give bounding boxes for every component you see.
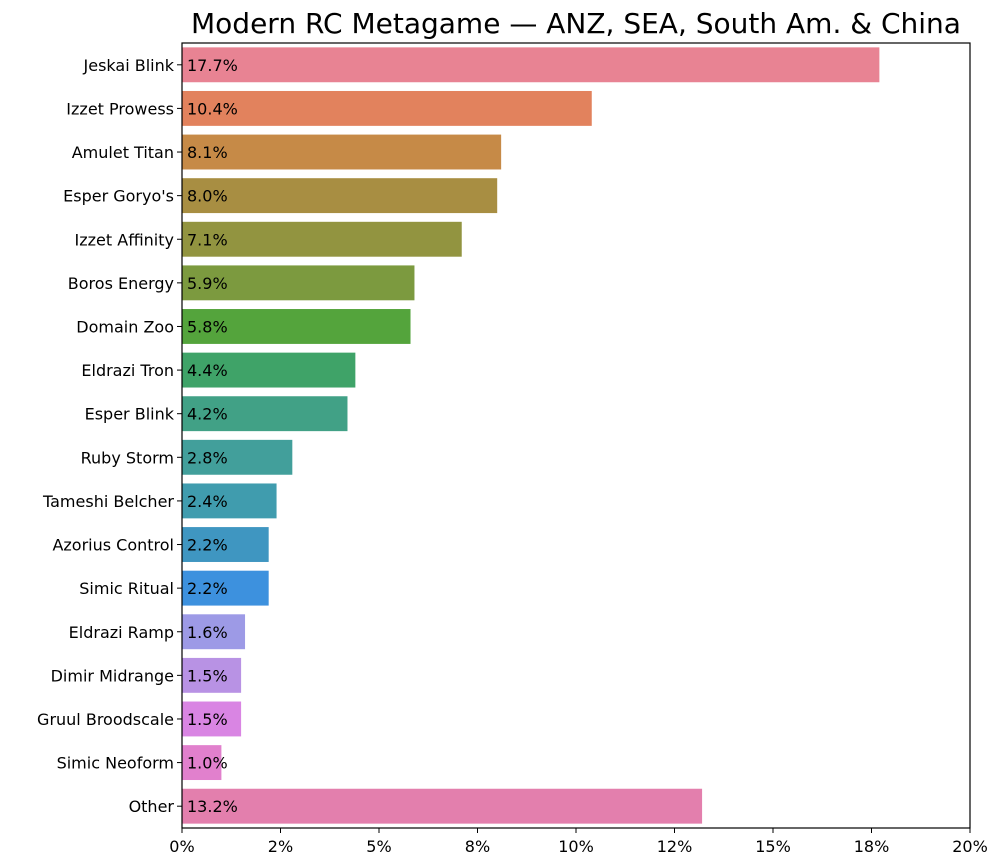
data-label-simic-ritual: 2.2% [187, 579, 228, 598]
category-label-izzet-prowess: Izzet Prowess [66, 99, 174, 118]
bar-eldrazi-ramp [182, 614, 246, 650]
chart-title: Modern RC Metagame — ANZ, SEA, South Am.… [191, 7, 961, 40]
category-label-eldrazi-ramp: Eldrazi Ramp [69, 623, 174, 642]
data-label-eldrazi-ramp: 1.6% [187, 623, 228, 642]
data-label-other: 13.2% [187, 797, 238, 816]
bar-other [182, 788, 703, 824]
data-label-dimir-midrange: 1.5% [187, 666, 228, 685]
category-label-esper-blink: Esper Blink [85, 405, 175, 424]
bar-boros-energy [182, 265, 415, 301]
category-label-simic-ritual: Simic Ritual [79, 579, 174, 598]
bars-group [182, 47, 880, 824]
x-tick-label-2: 5% [366, 837, 391, 856]
bar-simic-neoform [182, 745, 222, 781]
x-ticks-group: 0% 2% 5% 8% 10% 12% 15% 18% 20% [169, 828, 988, 856]
category-label-esper-goryo-s: Esper Goryo's [63, 187, 174, 206]
x-tick-label-5: 12% [657, 837, 693, 856]
x-tick-label-8: 20% [952, 837, 988, 856]
data-label-jeskai-blink: 17.7% [187, 56, 238, 75]
x-tick-label-1: 2% [268, 837, 293, 856]
x-tick-label-7: 18% [854, 837, 890, 856]
bar-eldrazi-tron [182, 352, 356, 388]
bar-simic-ritual [182, 570, 269, 606]
data-label-domain-zoo: 5.8% [187, 317, 228, 336]
data-label-amulet-titan: 8.1% [187, 143, 228, 162]
x-tick-label-6: 15% [755, 837, 791, 856]
x-tick-label-4: 10% [558, 837, 594, 856]
data-label-izzet-affinity: 7.1% [187, 230, 228, 249]
data-label-esper-blink: 4.2% [187, 405, 228, 424]
bar-dimir-midrange [182, 657, 242, 693]
x-tick-label-3: 8% [465, 837, 490, 856]
category-label-amulet-titan: Amulet Titan [72, 143, 174, 162]
bar-amulet-titan [182, 134, 502, 170]
plot-frame [181, 42, 971, 829]
bar-jeskai-blink [182, 47, 880, 83]
data-labels-group: 17.7% 10.4% 8.1% 8.0% 7.1% 5.9% 5.8% 4.4% 4.2% 2.… [187, 56, 238, 816]
bar-esper-blink [182, 396, 348, 432]
bar-izzet-prowess [182, 90, 592, 126]
category-label-izzet-affinity: Izzet Affinity [75, 230, 174, 249]
data-label-simic-neoform: 1.0% [187, 754, 228, 773]
category-labels-group: Jeskai Blink Izzet Prowess Amulet Titan Esp… [37, 56, 182, 816]
data-label-ruby-storm: 2.8% [187, 448, 228, 467]
bar-esper-goryo-s [182, 178, 498, 214]
category-label-boros-energy: Boros Energy [68, 274, 174, 293]
data-label-izzet-prowess: 10.4% [187, 99, 238, 118]
data-label-azorius-control: 2.2% [187, 536, 228, 555]
data-label-esper-goryo-s: 8.0% [187, 187, 228, 206]
category-label-gruul-broodscale: Gruul Broodscale [37, 710, 174, 729]
bar-domain-zoo [182, 309, 411, 344]
data-label-boros-energy: 5.9% [187, 274, 228, 293]
bar-azorius-control [182, 527, 269, 562]
category-label-other: Other [129, 797, 175, 816]
bar-ruby-storm [182, 439, 293, 475]
category-label-azorius-control: Azorius Control [52, 536, 174, 555]
category-label-dimir-midrange: Dimir Midrange [51, 666, 174, 685]
bar-gruul-broodscale [182, 701, 242, 737]
category-label-jeskai-blink: Jeskai Blink [83, 56, 175, 75]
category-label-eldrazi-tron: Eldrazi Tron [81, 361, 174, 380]
data-label-eldrazi-tron: 4.4% [187, 361, 228, 380]
bar-tameshi-belcher [182, 483, 277, 519]
category-label-ruby-storm: Ruby Storm [81, 448, 174, 467]
category-label-simic-neoform: Simic Neoform [57, 754, 174, 773]
data-label-gruul-broodscale: 1.5% [187, 710, 228, 729]
x-tick-label-0: 0% [169, 837, 194, 856]
category-label-domain-zoo: Domain Zoo [76, 317, 174, 336]
data-label-tameshi-belcher: 2.4% [187, 492, 228, 511]
category-label-tameshi-belcher: Tameshi Belcher [42, 492, 174, 511]
bar-izzet-affinity [182, 221, 462, 257]
